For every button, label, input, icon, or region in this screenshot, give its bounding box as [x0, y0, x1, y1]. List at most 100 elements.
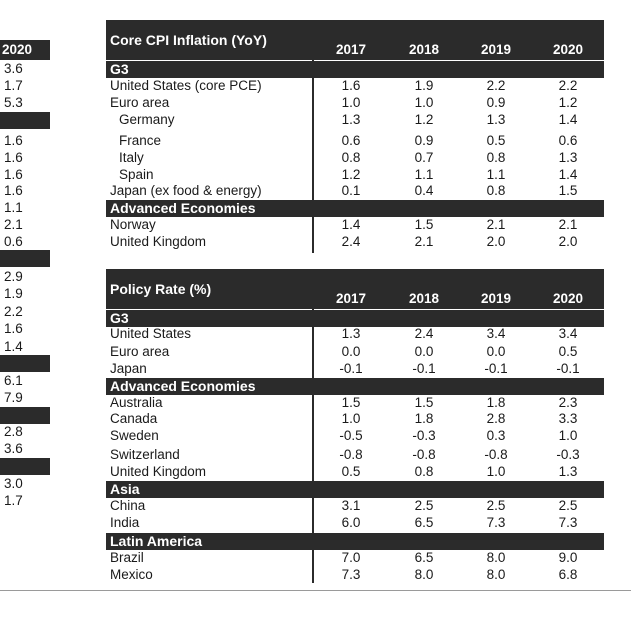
- policy-year-header: 2018: [408, 291, 440, 306]
- left-header-year: 2020: [2, 42, 33, 57]
- policy-cell: -0.8: [412, 447, 436, 462]
- policy-year-header: 2017: [335, 291, 367, 306]
- policy-row-label: Japan: [110, 361, 147, 376]
- policy-year-header: 2019: [480, 291, 512, 306]
- cpi-section-g3: G3: [106, 61, 604, 78]
- left-cell: 1.6: [4, 167, 23, 182]
- cpi-cell: 0.6: [341, 133, 361, 148]
- policy-cell: 1.0: [341, 411, 361, 426]
- cpi-cell: 1.5: [414, 217, 434, 232]
- left-cell: 1.7: [4, 493, 23, 508]
- cpi-row-label: United States (core PCE): [110, 78, 262, 93]
- policy-cell: -0.8: [484, 447, 508, 462]
- left-cell: 1.4: [4, 339, 23, 354]
- policy-header: Policy Rate (%) 2017 2018 2019 2020: [106, 269, 604, 309]
- policy-year-header: 2020: [552, 291, 584, 306]
- cpi-cell: 1.4: [558, 112, 578, 127]
- cpi-cell: 1.5: [558, 183, 578, 198]
- policy-cell: 1.0: [558, 428, 578, 443]
- cpi-cell: 1.3: [558, 150, 578, 165]
- cpi-cell: 0.9: [414, 133, 434, 148]
- policy-cell: 1.3: [558, 464, 578, 479]
- policy-cell: 2.5: [558, 498, 578, 513]
- cpi-cell: 0.6: [558, 133, 578, 148]
- policy-cell: 0.0: [414, 344, 434, 359]
- left-cell: 1.6: [4, 321, 23, 336]
- left-cell: 6.1: [4, 373, 23, 388]
- left-cell: 0.6: [4, 234, 23, 249]
- policy-cell: 8.0: [486, 550, 506, 565]
- cpi-year-header: 2020: [552, 42, 584, 57]
- cpi-cell: 2.0: [558, 234, 578, 249]
- policy-section-advanced: Advanced Economies: [106, 378, 604, 395]
- cpi-cell: 1.2: [341, 167, 361, 182]
- cpi-cell: 1.1: [486, 167, 506, 182]
- policy-section-latam: Latin America: [106, 533, 604, 550]
- policy-cell: 2.5: [414, 498, 434, 513]
- left-section-bar: [0, 250, 50, 267]
- policy-cell: 1.8: [486, 395, 506, 410]
- policy-cell: 1.8: [414, 411, 434, 426]
- left-header-bar: 2020: [0, 40, 50, 60]
- policy-title: Policy Rate (%): [110, 281, 212, 297]
- policy-cell: 0.8: [414, 464, 434, 479]
- policy-row-label: Brazil: [110, 550, 144, 565]
- cpi-year-header: 2017: [335, 42, 367, 57]
- left-section-bar: [0, 355, 50, 372]
- cpi-cell: 0.9: [486, 95, 506, 110]
- left-cell: 3.6: [4, 61, 23, 76]
- policy-cell: 0.0: [486, 344, 506, 359]
- left-cell: 7.9: [4, 390, 23, 405]
- policy-row-label: Mexico: [110, 567, 153, 582]
- policy-cell: 7.3: [558, 515, 578, 530]
- left-cell: 2.2: [4, 304, 23, 319]
- policy-row-label: Switzerland: [110, 447, 180, 462]
- cpi-cell: 1.0: [414, 95, 434, 110]
- policy-row-label: Australia: [110, 395, 163, 410]
- cpi-row-label: France: [119, 133, 162, 148]
- cpi-cell: 2.0: [486, 234, 506, 249]
- policy-cell: 0.3: [486, 428, 506, 443]
- left-cell: 1.7: [4, 78, 23, 93]
- policy-cell: -0.5: [339, 428, 363, 443]
- cpi-cell: 0.8: [341, 150, 361, 165]
- cpi-cell: 1.0: [341, 95, 361, 110]
- left-cell: 2.1: [4, 217, 23, 232]
- policy-cell: 2.4: [414, 326, 434, 341]
- cpi-cell: 2.2: [558, 78, 578, 93]
- left-cell: 3.0: [4, 476, 23, 491]
- policy-cell: -0.1: [339, 361, 363, 376]
- policy-cell: 1.3: [341, 326, 361, 341]
- policy-cell: 2.5: [486, 498, 506, 513]
- left-cell: 1.6: [4, 150, 23, 165]
- cpi-cell: 1.9: [414, 78, 434, 93]
- cpi-row-label: United Kingdom: [110, 234, 207, 249]
- cpi-cell: 2.1: [414, 234, 434, 249]
- left-cell: 2.9: [4, 269, 23, 284]
- cpi-section-advanced: Advanced Economies: [106, 200, 604, 217]
- cpi-cell: 0.8: [486, 183, 506, 198]
- left-cell: 1.6: [4, 133, 23, 148]
- left-cell: 1.9: [4, 286, 23, 301]
- policy-cell: 6.8: [558, 567, 578, 582]
- cpi-cell: 1.2: [558, 95, 578, 110]
- policy-cell: 2.3: [558, 395, 578, 410]
- cpi-cell: 1.6: [341, 78, 361, 93]
- cpi-cell: 2.4: [341, 234, 361, 249]
- policy-cell: 3.4: [558, 326, 578, 341]
- policy-cell: 8.0: [414, 567, 434, 582]
- policy-cell: -0.1: [556, 361, 580, 376]
- policy-row-label: Sweden: [110, 428, 159, 443]
- cpi-row-label: Germany: [119, 112, 175, 127]
- left-cell: 1.6: [4, 183, 23, 198]
- policy-divider: [312, 269, 314, 583]
- cpi-cell: 0.4: [414, 183, 434, 198]
- left-section-bar: [0, 407, 50, 424]
- policy-row-label: India: [110, 515, 140, 530]
- policy-cell: 0.5: [558, 344, 578, 359]
- policy-cell: -0.3: [556, 447, 580, 462]
- policy-cell: 1.0: [486, 464, 506, 479]
- policy-cell: 9.0: [558, 550, 578, 565]
- left-cell: 1.1: [4, 200, 23, 215]
- policy-row-label: United Kingdom: [110, 464, 207, 479]
